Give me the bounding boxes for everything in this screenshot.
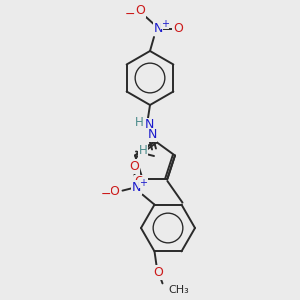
- Text: −: −: [125, 8, 135, 20]
- Text: H: H: [139, 145, 147, 158]
- Text: N: N: [153, 22, 163, 35]
- Text: O: O: [110, 185, 119, 198]
- Text: H: H: [135, 116, 143, 130]
- Text: O: O: [173, 22, 183, 35]
- Text: N: N: [132, 181, 141, 194]
- Text: O: O: [154, 266, 164, 279]
- Text: CH₃: CH₃: [169, 285, 189, 296]
- Text: +: +: [140, 178, 148, 188]
- Text: O: O: [135, 176, 145, 188]
- Text: N: N: [144, 118, 154, 131]
- Text: O: O: [135, 4, 145, 17]
- Text: O: O: [130, 160, 140, 173]
- Text: +: +: [161, 19, 169, 29]
- Text: N: N: [147, 128, 157, 142]
- Text: −: −: [100, 188, 111, 201]
